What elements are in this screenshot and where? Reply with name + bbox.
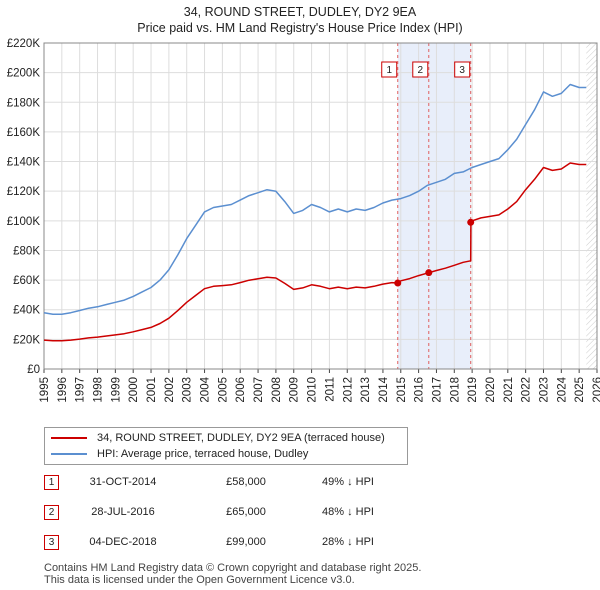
sale-label-box [381,61,398,78]
plot-area [44,43,597,369]
sale-point [394,279,402,287]
sale-label-box [454,61,471,78]
legend-label-hpi: HPI: Average price, terraced house, Dudl… [97,448,309,460]
sale-marker-badge: 3 [44,535,59,550]
sale-marker-badge: 2 [44,505,59,520]
y-tick-label: £200K [7,68,41,80]
y-tick-label: £100K [7,216,41,228]
sales-shaded-region [397,43,471,369]
sale-label-number: 3 [459,65,465,76]
y-tick-label: £160K [7,127,41,139]
sale-point [467,218,475,226]
x-tick-label: 2011 [324,377,336,402]
x-tick-label: 2025 [574,377,586,403]
legend-item-property: 34, ROUND STREET, DUDLEY, DY2 9EA (terra… [51,430,385,446]
x-tick-label: 1995 [39,377,51,403]
plot-frame [43,42,598,370]
legend-swatch-hpi [51,453,87,455]
x-tick-label: 1999 [110,377,122,403]
x-tick-label: 1998 [93,377,105,403]
chart-legend: 34, ROUND STREET, DUDLEY, DY2 9EA (terra… [44,427,408,465]
x-tick-label: 2022 [521,377,533,403]
x-tick-label: 2023 [538,377,550,403]
x-tick-label: 2003 [182,377,194,403]
legend-swatch-property [51,437,87,439]
x-tick-label: 2020 [485,377,497,403]
x-tick-label: 2013 [360,377,372,403]
footer-attribution: Contains HM Land Registry data © Crown c… [44,562,421,586]
chart-subtitle: Price paid vs. HM Land Registry's House … [137,21,463,35]
hpi-series-line [43,83,587,315]
price-chart: £0 £20K £40K £60K £80K £100K £120K £140K £160K £1… [7,38,600,403]
sale-price: £58,000 [226,476,266,488]
property-series-line [43,162,587,342]
projection-hatched-region [586,43,597,369]
x-tick-label: 2006 [235,377,247,403]
sale-hpi-delta: 49% ↓ HPI [322,476,374,488]
sale-hpi-delta: 48% ↓ HPI [322,506,374,518]
x-tick-label: 2018 [449,377,461,403]
footer-line: Contains HM Land Registry data © Crown c… [44,562,422,574]
x-tick-label: 2007 [253,377,265,403]
x-tick-label: 2026 [592,377,600,403]
y-tick-label: £80K [13,245,40,257]
x-tick-label: 2000 [128,377,140,403]
sale-label-number: 1 [386,65,392,76]
x-tick-label: 2004 [200,376,212,402]
x-tick-label: 2005 [217,377,229,403]
y-tick-label: £60K [13,275,40,287]
y-tick-label: £140K [7,157,41,169]
x-tick-label: 2012 [342,377,354,403]
x-tick-label: 2016 [414,377,426,403]
sale-date: 28-JUL-2016 [91,506,155,518]
footer-line: This data is licensed under the Open Gov… [44,574,355,586]
y-tick-label: £20K [13,334,40,346]
x-tick-label: 1996 [57,377,69,403]
legend-label-property: 34, ROUND STREET, DUDLEY, DY2 9EA (terra… [97,432,385,444]
x-tick-label: 2010 [307,377,319,403]
sale-hpi-delta: 28% ↓ HPI [322,536,374,548]
x-tick-label: 2009 [289,377,301,403]
x-tick-label: 2001 [146,377,158,403]
x-tick-label: 2019 [467,377,479,403]
x-tick-label: 2024 [556,376,568,402]
sale-date: 04-DEC-2018 [89,536,157,548]
y-tick-label: £220K [7,38,41,50]
chart-title: 34, ROUND STREET, DUDLEY, DY2 9EA [183,5,417,19]
y-tick-label: £0 [27,364,40,376]
x-tick-label: 2017 [431,377,443,403]
x-tick-label: 1997 [75,377,87,403]
sale-label-box [412,61,429,78]
sale-date: 31-OCT-2014 [89,476,157,488]
sale-price: £65,000 [226,506,266,518]
sale-point [425,269,433,277]
sale-marker-badge: 1 [44,475,59,490]
x-tick-label: 2021 [503,377,515,403]
y-tick-label: £120K [7,186,41,198]
legend-item-hpi: HPI: Average price, terraced house, Dudl… [51,446,308,462]
x-tick-label: 2014 [378,376,390,402]
x-tick-label: 2008 [271,377,283,403]
sale-price: £99,000 [226,536,266,548]
x-tick-label: 2002 [164,377,176,403]
y-tick-label: £180K [7,97,41,109]
sale-label-number: 2 [417,65,423,76]
y-tick-label: £40K [13,305,40,317]
x-tick-label: 2015 [396,377,408,403]
